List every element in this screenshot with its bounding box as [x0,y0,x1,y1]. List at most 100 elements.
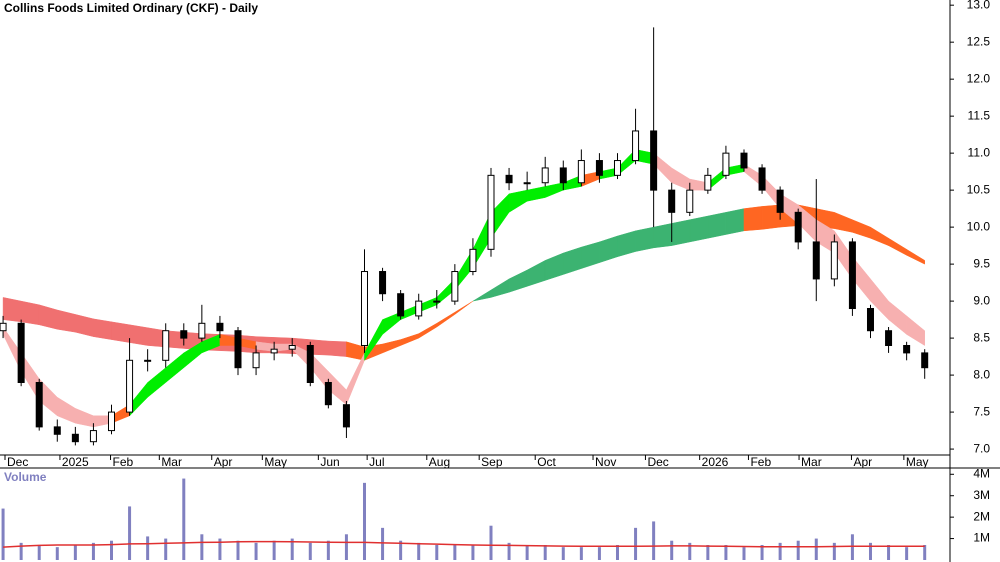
candle-body [469,248,477,273]
volume-bar [832,542,836,560]
volume-bar [453,545,457,560]
x-tick-label: Feb [113,455,134,469]
ribbon-segment [707,212,727,239]
candle-body [668,189,676,213]
volume-bar [37,545,41,560]
candle-body [866,308,874,332]
y-tick-label: 4M [973,466,990,480]
candle-body [126,359,134,413]
volume-bar [128,506,132,560]
candle-body [306,345,314,383]
candle-body [505,174,513,184]
volume-bar [55,547,59,560]
volume-bar [814,538,818,560]
y-tick-label: 9.5 [973,256,990,270]
volume-bar [326,540,330,560]
volume-bar [597,547,601,560]
candle-body [144,359,152,362]
volume-bar [109,540,113,560]
ribbon-segment [725,208,745,235]
candle-body [360,271,368,347]
x-tick-label: Mar [161,455,182,469]
candle-body [451,271,459,302]
volume-bar [670,540,674,560]
x-tick-label: 2025 [62,455,89,469]
y-tick-label: 13.0 [967,0,991,11]
volume-bar [489,525,493,560]
candle-body [704,174,712,191]
candle-body [234,330,242,369]
x-tick-label: May [906,455,929,469]
volume-bar [272,540,276,560]
y-tick-label: 9.0 [973,293,990,307]
volume-bar [796,540,800,560]
volume-bar [543,545,547,560]
candle-body [613,160,621,176]
ribbon-segment [635,226,654,252]
y-tick-label: 7.5 [973,404,990,418]
volume-bar [164,538,168,560]
y-tick-label: 8.5 [973,330,990,344]
candle-body [885,330,893,347]
candle-body [198,322,206,339]
y-tick-label: 12.0 [967,71,991,85]
volume-bar [399,540,403,560]
volume-bar [850,534,854,560]
volume-bar [417,542,421,560]
candle-body [812,241,820,280]
volume-bar [308,542,312,560]
candle-body [379,271,387,295]
candle-body [324,381,332,406]
volume-bar [146,536,150,560]
y-tick-label: 7.0 [973,441,990,455]
candle-body [650,130,658,191]
candle-body [433,300,441,303]
x-tick-label: Feb [750,455,771,469]
candle-body [577,160,585,184]
y-tick-label: 8.0 [973,367,990,381]
ribbon-segment [689,215,709,243]
x-tick-label: Nov [595,455,616,469]
ribbon-segment [2,297,22,323]
y-tick-label: 10.0 [967,219,991,233]
volume-bar [236,540,240,560]
candle-body [541,167,549,184]
x-tick-label: Mar [801,455,822,469]
ribbon-segment [93,318,112,340]
x-tick-label: Sep [481,455,503,469]
y-tick-label: 2M [973,509,990,523]
candle-body [342,404,350,428]
volume-bar [507,542,511,560]
volume-bar [615,545,619,560]
ribbon-segment [906,248,925,265]
volume-bar [471,545,475,560]
volume-bar [1,508,5,560]
candle-body [830,241,838,280]
y-tick-label: 1M [973,531,990,545]
candle-body [740,152,748,169]
candle-body [776,189,784,213]
candle-body [180,330,188,339]
y-tick-label: 10.5 [967,182,991,196]
volume-bar [905,547,909,560]
x-tick-label: Dec [7,455,28,469]
volume-bar [91,542,95,560]
y-tick-label: 11.5 [968,108,991,122]
candle-body [71,433,79,443]
volume-bar [19,542,23,560]
volume-bar [73,545,77,560]
volume-bar [887,545,891,560]
candle-body [288,345,296,350]
volume-bar [561,547,565,560]
candle-body [89,430,97,443]
candle-body [415,300,423,317]
volume-title: Volume [4,470,47,484]
candle-body [487,174,495,250]
candle-body [722,152,730,176]
candle-body [35,381,43,428]
volume-bar [652,521,656,560]
ribbon-segment [111,321,130,343]
chart-title: Collins Foods Limited Ordinary (CKF) - D… [4,1,258,15]
x-tick-label: Jul [369,455,384,469]
